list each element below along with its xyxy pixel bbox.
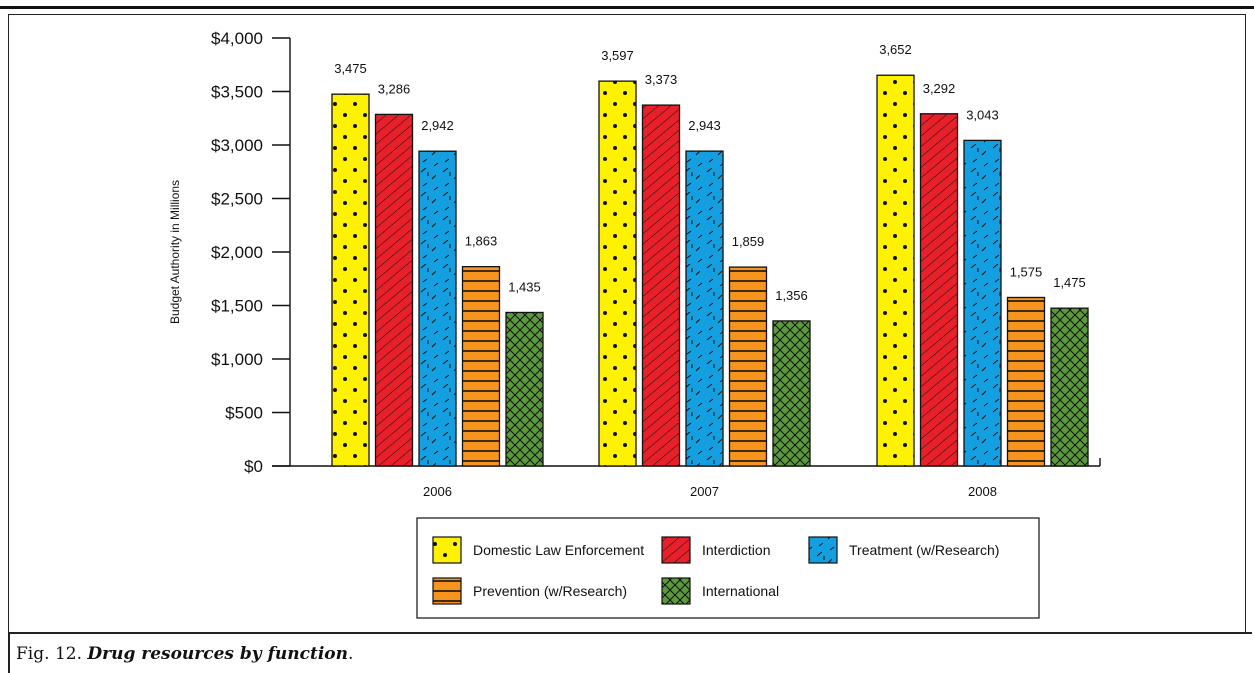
x-tick-label: 2006 — [423, 484, 452, 499]
legend-label: Domestic Law Enforcement — [473, 542, 644, 558]
axes: $0 $500 $1,000 $1,500 $2,000 $2,500 $3,000 $3,5… — [168, 29, 1101, 476]
bar-pattern — [773, 320, 810, 466]
caption-left-edge — [8, 632, 10, 673]
y-tick-label: $2,000 — [211, 243, 263, 262]
legend-label: Treatment (w/Research) — [849, 542, 999, 558]
y-axis-title: Budget Authority in Millions — [168, 180, 182, 324]
data-label: 1,863 — [465, 234, 498, 249]
bar-pattern — [506, 312, 543, 466]
legend-swatch-pattern — [433, 578, 461, 604]
bar-pattern — [462, 266, 500, 466]
legend-swatch-pattern — [662, 578, 690, 604]
bar-pattern — [332, 94, 369, 467]
data-label: 2,942 — [421, 118, 454, 133]
caption-text: Drug resources by function — [87, 644, 348, 664]
legend-box — [416, 517, 1040, 619]
y-tick-label: $1,000 — [211, 350, 263, 369]
legend-label: Prevention (w/Research) — [473, 583, 627, 599]
data-label: 1,575 — [1010, 264, 1043, 279]
legend-swatch-pattern — [662, 537, 690, 563]
caption-suffix: . — [348, 644, 354, 664]
legend: Domestic Law Enforcement Interdiction Trea… — [416, 517, 1040, 619]
bar-pattern — [375, 114, 413, 466]
data-label: 3,652 — [879, 42, 912, 57]
y-tick-label: $3,500 — [211, 83, 263, 102]
legend-label: Interdiction — [702, 542, 770, 558]
bar-pattern — [1051, 308, 1088, 466]
figure-caption: Fig. 12. Drug resources by function. — [16, 644, 353, 664]
bar-pattern — [920, 113, 958, 467]
legend-label: International — [702, 583, 779, 599]
bar-pattern — [877, 75, 914, 467]
bars-group: 3,475 3,286 2,942 1,863 1,435 2006 3,597 3,373 2… — [331, 42, 1089, 499]
y-tick-label: $4,000 — [211, 29, 263, 48]
data-label: 3,373 — [645, 72, 678, 87]
bar-pattern — [419, 151, 456, 466]
y-tick-label: $3,000 — [211, 136, 263, 155]
bar-chart: $0 $500 $1,000 $1,500 $2,000 $2,500 $3,000 $3,5… — [168, 29, 1101, 619]
x-tick-label: 2008 — [968, 484, 997, 499]
y-tick-label: $0 — [244, 457, 263, 476]
caption-prefix: Fig. — [16, 644, 55, 664]
data-label: 3,286 — [378, 81, 411, 96]
bar-pattern — [729, 267, 767, 466]
data-label: 1,859 — [732, 234, 765, 249]
data-label: 3,475 — [334, 61, 367, 76]
legend-swatch-pattern — [433, 537, 461, 563]
top-rule — [0, 6, 1254, 9]
bar-pattern — [642, 105, 680, 467]
data-label: 1,475 — [1053, 275, 1086, 290]
y-tick-label: $500 — [225, 404, 263, 423]
bar-pattern — [1007, 297, 1045, 466]
caption-rule — [8, 632, 1252, 634]
figure-frame — [8, 14, 1246, 632]
data-label: 3,043 — [966, 107, 999, 122]
bar-pattern — [599, 81, 636, 466]
bar-pattern — [686, 151, 723, 466]
y-tick-label: $2,500 — [211, 190, 263, 209]
caption-number: 12. — [54, 644, 82, 664]
data-label: 1,356 — [775, 288, 808, 303]
data-label: 3,292 — [923, 81, 956, 96]
y-tick-label: $1,500 — [211, 297, 263, 316]
bar-pattern — [964, 140, 1001, 467]
legend-swatch-pattern — [809, 537, 837, 563]
data-label: 1,435 — [508, 279, 541, 294]
data-label: 2,943 — [688, 118, 721, 133]
data-label: 3,597 — [601, 48, 634, 63]
x-tick-label: 2007 — [690, 484, 719, 499]
